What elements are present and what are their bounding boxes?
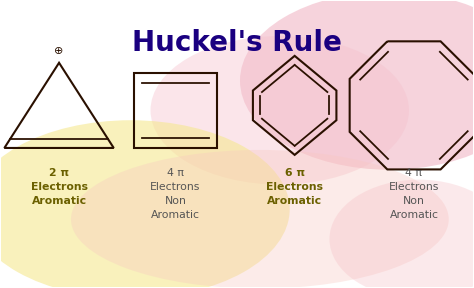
Text: ⊕: ⊕ bbox=[55, 46, 64, 56]
Text: 2 π
Electrons
Aromatic: 2 π Electrons Aromatic bbox=[30, 168, 88, 206]
Text: 6 π
Electrons
Aromatic: 6 π Electrons Aromatic bbox=[266, 168, 323, 206]
Ellipse shape bbox=[240, 0, 474, 170]
Text: 4 π
Electrons
Non
Aromatic: 4 π Electrons Non Aromatic bbox=[389, 168, 439, 220]
Text: Huckel's Rule: Huckel's Rule bbox=[132, 29, 342, 57]
Ellipse shape bbox=[329, 180, 474, 288]
Ellipse shape bbox=[0, 120, 290, 288]
Text: 4 π
Electrons
Non
Aromatic: 4 π Electrons Non Aromatic bbox=[150, 168, 201, 220]
Ellipse shape bbox=[151, 36, 409, 185]
Ellipse shape bbox=[71, 150, 449, 288]
